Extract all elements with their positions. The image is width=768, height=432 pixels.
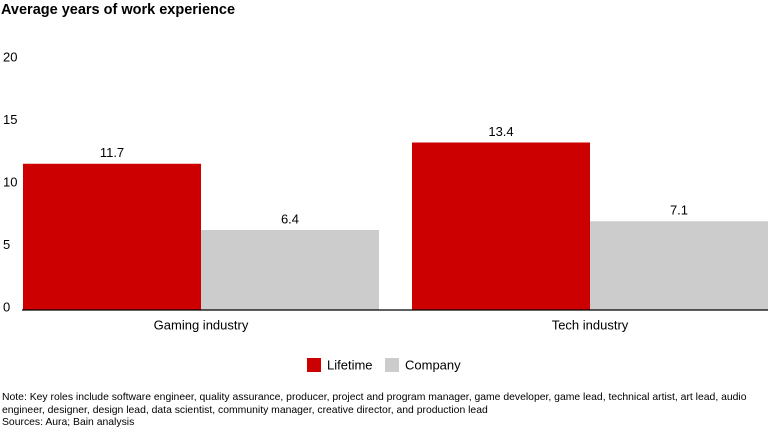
x-tick-label: Tech industry xyxy=(552,317,629,332)
value-label: 6.4 xyxy=(281,211,299,226)
source: Sources: Aura; Bain analysis xyxy=(2,417,135,428)
x-tick-label: Gaming industry xyxy=(154,317,249,332)
bar xyxy=(590,221,768,310)
legend-label: Company xyxy=(405,357,461,372)
bar xyxy=(23,163,201,310)
value-label: 11.7 xyxy=(100,145,124,160)
y-tick-label: 5 xyxy=(3,237,10,252)
value-label: 7.1 xyxy=(670,203,688,218)
note: Note: Key roles include software enginee… xyxy=(2,392,747,416)
legend-swatch xyxy=(307,358,321,372)
bar xyxy=(412,142,590,310)
legend-label: Lifetime xyxy=(327,357,373,372)
y-tick-label: 10 xyxy=(3,174,17,189)
y-tick-label: 0 xyxy=(3,299,10,314)
y-tick-label: 15 xyxy=(3,112,17,127)
chart: Average years of work experience 0 5 10 15 2… xyxy=(1,2,768,372)
legend-swatch xyxy=(385,358,399,372)
bar xyxy=(201,230,379,310)
y-tick-label: 20 xyxy=(3,49,17,64)
value-label: 13.4 xyxy=(488,124,513,139)
chart-title: Average years of work experience xyxy=(1,2,235,18)
